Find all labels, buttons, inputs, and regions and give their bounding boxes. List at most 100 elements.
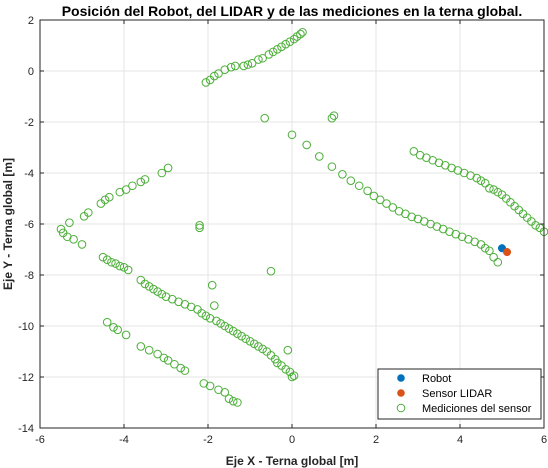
measurement-point [98,252,108,262]
y-tick-label: 0 [28,66,34,78]
measurement-point [105,192,114,202]
y-tick-label: -14 [18,423,34,435]
measurement-point [338,169,347,179]
measurement-point [140,279,150,289]
measurement-point [100,195,110,205]
chart-title: Posición del Robot, del LIDAR y de las m… [62,3,523,19]
measurement-point [210,71,219,81]
measurement-point [315,152,324,161]
x-tick-label: 4 [457,434,463,446]
measurement-point [273,45,282,54]
measurement-point [296,29,305,39]
measurement-point [216,319,225,328]
measurement-point [388,203,398,212]
measurement-point [493,257,503,267]
measurement-point [409,147,419,156]
measurement-point [77,240,87,249]
measurement-point [84,208,93,217]
measurement-point [407,212,417,222]
measurement-point [254,55,263,64]
measurement-point [201,78,211,87]
measurement-point [277,42,286,52]
measurement-point [144,345,154,355]
y-tick-label: -8 [24,270,34,282]
measurement-point [268,47,278,57]
measurement-point [220,388,230,397]
measurement-point [195,223,204,233]
measurement-point [228,396,238,406]
measurement-point [245,337,255,346]
measurement-point [289,371,299,381]
measurement-point [136,177,146,187]
measurement-point [220,321,230,331]
legend-marker [397,389,405,397]
measurement-point [476,176,486,185]
measurement-point [102,255,112,265]
measurement-point [210,301,219,310]
lidar-sensor-point [502,248,512,257]
measurement-point [266,266,276,276]
y-tick-label: 2 [28,15,34,27]
measurement-point [224,324,234,333]
y-tick-label: -4 [24,168,34,180]
y-tick-label: -10 [18,321,34,333]
measurement-point [121,330,131,340]
measurement-point [485,246,494,256]
measurement-point [207,280,217,290]
measurement-point [254,342,263,351]
measurement-point [249,339,259,349]
measurement-point [239,61,248,71]
measurement-point [157,168,167,178]
measurement-point [281,365,291,374]
x-tick-label: -6 [35,434,45,446]
measurement-point [233,329,242,338]
measurement-point [136,342,146,351]
data-points [56,27,548,407]
measurement-point [329,111,339,120]
measurement-point [212,316,221,326]
legend-label: Mediciones del sensor [422,403,532,415]
measurement-point [287,372,297,382]
x-tick-label: 0 [289,434,295,446]
measurement-point [123,265,133,275]
measurement-point [233,398,242,407]
measurement-point [180,366,190,375]
measurement-point [287,130,297,140]
measurement-point [260,113,270,123]
measurement-point [302,140,312,150]
measurement-point [111,259,120,268]
measurement-point [201,311,211,321]
measurement-point [140,175,150,184]
measurement-point [285,37,295,46]
measurement-point [226,62,236,72]
measurement-point [258,53,267,63]
measurement-point [176,363,185,373]
legend-label: Sensor LIDAR [422,388,492,400]
x-tick-label: 6 [541,434,547,446]
measurement-point [214,69,223,78]
y-tick-label: -2 [24,117,34,129]
measurement-point [197,308,206,318]
measurement-point [153,287,162,296]
measurement-point [281,39,291,49]
legend-label: Robot [422,373,451,385]
measurement-point [69,235,78,244]
measurement-point [354,181,364,191]
axis-ticks: -6 -4 -2 0 2 4 6 -14 -12 -10 -8 -6 -4 -2 0 2 [18,15,547,446]
measurement-point [65,218,74,228]
measurement-point [228,326,238,336]
measurement-point [298,27,307,37]
measurement-point [489,185,498,194]
x-tick-label: 2 [373,434,379,446]
measurement-point [273,358,282,368]
measurement-point [237,331,246,341]
measurement-point [375,195,385,205]
measurement-point [195,220,204,230]
measurement-point [363,186,372,196]
measurement-point [119,263,129,272]
measurement-point [289,34,299,44]
x-tick-label: -4 [119,434,129,446]
measurement-point [113,325,122,335]
measurement-point [170,359,179,369]
